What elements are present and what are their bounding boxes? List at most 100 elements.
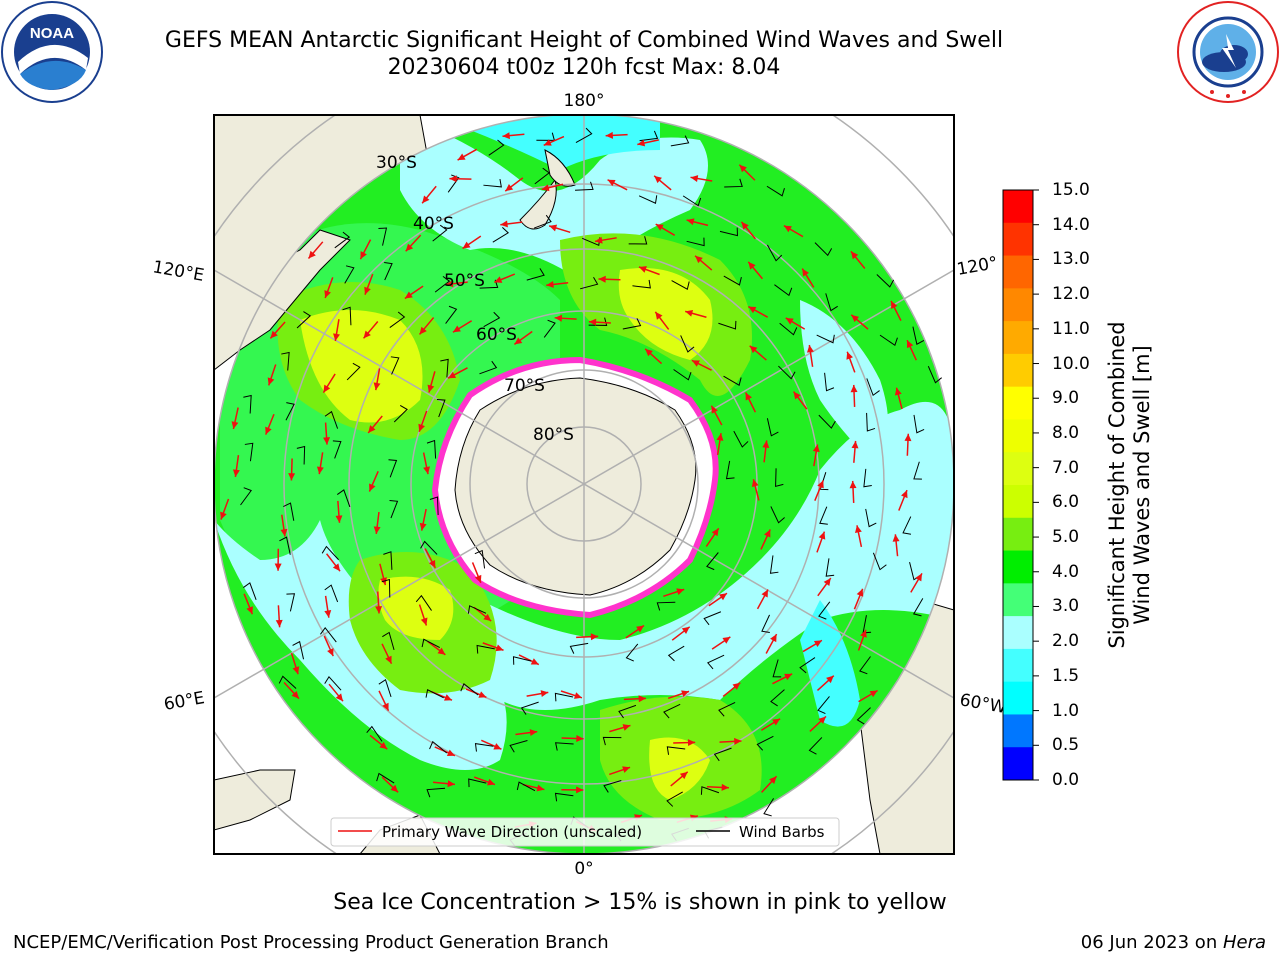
- wave-arrow-head: [598, 275, 606, 283]
- colorbar-swatch: [1003, 616, 1033, 650]
- colorbar-swatch: [1003, 222, 1033, 257]
- map-frame: [213, 114, 955, 855]
- wave-arrow-head: [734, 737, 742, 745]
- wind-barb: [390, 356, 400, 375]
- wind-barb: [819, 506, 828, 525]
- wave-arrow-head: [770, 634, 777, 643]
- wind-barb: [421, 638, 440, 649]
- wave-arrow-head: [474, 574, 482, 583]
- colorbar-swatch: [1003, 288, 1033, 322]
- wave-arrow-head: [685, 309, 694, 317]
- wave-arrow-head: [846, 351, 853, 360]
- colorbar-swatch: [1003, 353, 1033, 388]
- wind-barb: [292, 640, 305, 660]
- wind-barb: [320, 627, 337, 643]
- wind-barb: [719, 227, 738, 237]
- wind-barb: [766, 244, 783, 262]
- wave-arrow-head: [856, 588, 864, 597]
- wind-barb: [723, 375, 742, 386]
- colorbar-tick-label: 12.0: [1052, 284, 1090, 305]
- wind-barb: [334, 231, 351, 249]
- colorbar-tick-label: 13.0: [1052, 249, 1090, 270]
- wave-arrow-head: [654, 175, 662, 184]
- wave-arrow-head: [622, 766, 631, 773]
- wind-barb: [366, 725, 383, 742]
- wind-barb: [824, 372, 835, 392]
- wind-barb: [723, 275, 742, 286]
- wave-arrow-head: [280, 528, 288, 537]
- wave-arrow-head: [447, 780, 455, 788]
- wave-arrow-head: [444, 694, 453, 701]
- colorbar: [1002, 189, 1039, 781]
- wind-barb: [483, 311, 501, 328]
- wind-barb: [575, 181, 594, 191]
- wind-barb: [429, 740, 448, 754]
- wind-barb: [279, 536, 291, 555]
- wave-arrow-head: [637, 139, 646, 147]
- footer-date-text: 06 Jun 2023 on: [1080, 932, 1223, 953]
- wave-arrow-head: [368, 425, 376, 433]
- wind-barb: [603, 779, 622, 793]
- wind-barb: [384, 261, 393, 281]
- wind-barb: [763, 798, 775, 817]
- wave-arrow-head: [536, 784, 545, 792]
- wave-arrow-head: [267, 377, 275, 386]
- wave-arrow-head: [418, 423, 425, 432]
- wind-barb: [756, 735, 774, 751]
- wave-arrow-head: [332, 563, 341, 572]
- wave-arrow-head: [860, 629, 867, 638]
- wave-arrow-head: [574, 692, 582, 699]
- wave-arrow-head: [420, 617, 428, 626]
- wind-barb: [324, 410, 339, 429]
- wind-barb: [479, 360, 498, 375]
- wind-barb: [534, 167, 550, 185]
- wave-arrow-head: [813, 640, 822, 648]
- wave-arrow-head: [452, 325, 461, 333]
- wave-arrow-head: [676, 588, 685, 595]
- wave-arrow-head: [530, 658, 539, 665]
- wind-barb: [483, 178, 502, 188]
- wave-arrow-head: [495, 644, 504, 652]
- wind-barb: [866, 378, 880, 397]
- wave-arrow-head: [719, 593, 727, 601]
- wind-barb: [879, 334, 898, 347]
- wave-arrow-head: [437, 647, 446, 655]
- lat-label-80s: 80°S: [533, 425, 574, 445]
- wave-arrow-head: [308, 250, 316, 259]
- colorbar-swatch: [1003, 419, 1033, 453]
- wave-arrow-head: [741, 221, 749, 230]
- wind-barb: [639, 130, 659, 142]
- wind-barb: [415, 594, 432, 611]
- wind-barb: [819, 472, 829, 491]
- wave-arrow-head: [275, 619, 283, 628]
- wind-barb: [429, 496, 439, 516]
- footer-credit: NCEP/EMC/Verification Post Processing Pr…: [13, 932, 609, 953]
- wave-arrow-head: [850, 384, 858, 393]
- wind-barb: [859, 656, 871, 675]
- wind-barb: [520, 701, 539, 715]
- wind-barb: [772, 659, 782, 678]
- wind-barb: [718, 701, 736, 717]
- wave-arrow-head: [428, 559, 436, 568]
- wave-arrow-head: [246, 606, 253, 615]
- wind-barb: [724, 178, 743, 188]
- lon-label-60e: 60°E: [162, 688, 206, 715]
- wave-arrow-head: [784, 673, 793, 681]
- wind-barb: [638, 195, 658, 204]
- footer-host: Hera: [1222, 932, 1266, 953]
- wave-arrow-head: [817, 480, 824, 489]
- wind-barb: [376, 772, 395, 784]
- wave-arrow-head: [449, 175, 457, 183]
- wave-arrow-head: [323, 384, 331, 393]
- colorbar-label-line1: Significant Height of Combined: [1105, 321, 1129, 649]
- wave-arrow-head: [748, 306, 757, 314]
- colorbar-tick-label: 2.0: [1052, 631, 1080, 652]
- wind-barb: [856, 707, 871, 725]
- wind-barb: [240, 487, 252, 506]
- wind-barb: [825, 293, 838, 312]
- wave-arrow-head: [448, 371, 457, 379]
- wave-arrow-head: [732, 682, 741, 690]
- wind-barb: [420, 540, 438, 555]
- wave-arrow-head: [423, 466, 430, 475]
- wave-arrow-head: [446, 749, 455, 757]
